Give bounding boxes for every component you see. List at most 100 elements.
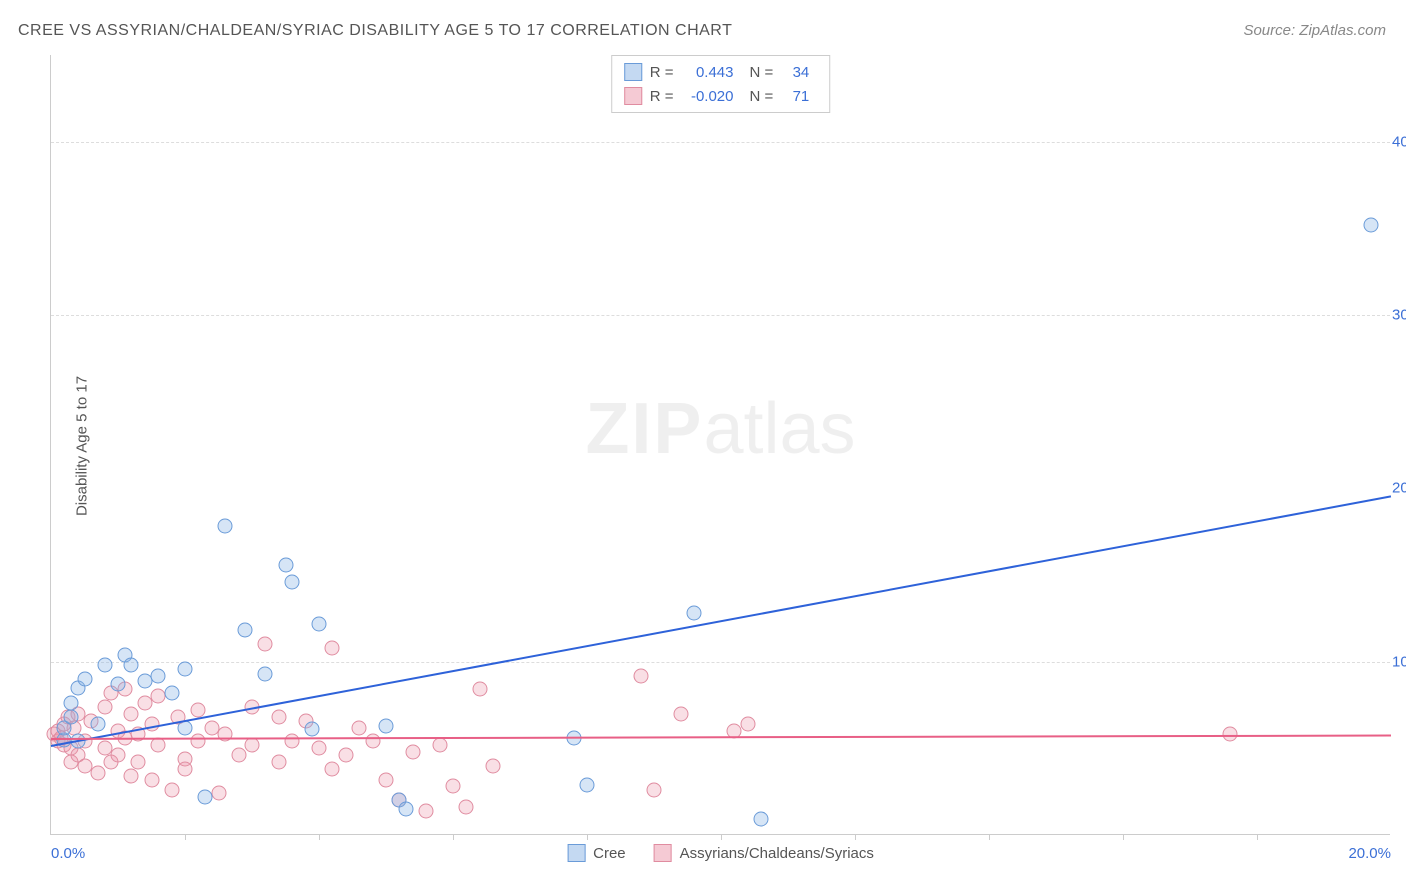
legend-swatch: [624, 87, 642, 105]
stat-n-value: 34: [781, 64, 809, 81]
x-tick-mark: [1123, 834, 1124, 840]
data-point-b: [164, 782, 179, 797]
data-point-b: [647, 782, 662, 797]
stat-row: R = 0.443 N = 34: [624, 60, 818, 84]
stat-r-value: 0.443: [682, 64, 734, 81]
legend-item: Assyrians/Chaldeans/Syriacs: [654, 844, 874, 862]
x-tick-mark: [1257, 834, 1258, 840]
data-point-b: [90, 765, 105, 780]
x-tick-mark: [587, 834, 588, 840]
data-point-a: [97, 658, 112, 673]
data-point-b: [191, 734, 206, 749]
data-point-a: [90, 717, 105, 732]
data-point-b: [271, 710, 286, 725]
y-tick-label: 10.0%: [1382, 653, 1406, 670]
legend-label: Assyrians/Chaldeans/Syriacs: [680, 845, 874, 862]
data-point-b: [178, 762, 193, 777]
data-point-b: [325, 762, 340, 777]
data-point-a: [238, 623, 253, 638]
data-point-b: [285, 734, 300, 749]
data-point-b: [673, 706, 688, 721]
data-point-b: [379, 772, 394, 787]
y-tick-label: 40.0%: [1382, 133, 1406, 150]
data-point-b: [338, 748, 353, 763]
legend-label: Cree: [593, 845, 626, 862]
data-point-b: [352, 720, 367, 735]
data-point-a: [164, 685, 179, 700]
series-legend: Cree Assyrians/Chaldeans/Syriacs: [567, 844, 874, 862]
data-point-b: [432, 737, 447, 752]
trendline-a: [51, 495, 1391, 747]
x-tick-mark: [855, 834, 856, 840]
data-point-a: [580, 777, 595, 792]
data-point-a: [151, 668, 166, 683]
x-tick-mark: [721, 834, 722, 840]
data-point-a: [1363, 217, 1378, 232]
stat-r-label: R =: [650, 88, 674, 105]
data-point-b: [486, 758, 501, 773]
data-point-b: [472, 682, 487, 697]
data-point-a: [64, 710, 79, 725]
legend-item: Cree: [567, 844, 626, 862]
data-point-a: [312, 616, 327, 631]
data-point-b: [419, 803, 434, 818]
legend-swatch: [567, 844, 585, 862]
stat-row: R = -0.020 N = 71: [624, 84, 818, 108]
data-point-b: [271, 755, 286, 770]
data-point-b: [231, 748, 246, 763]
data-point-a: [258, 666, 273, 681]
plot-area: ZIPatlas R =0.443N =34R =-0.020N =71 Cre…: [50, 55, 1390, 835]
data-point-a: [285, 574, 300, 589]
x-tick-label: 0.0%: [51, 845, 85, 862]
data-point-b: [124, 769, 139, 784]
chart-title: CREE VS ASSYRIAN/CHALDEAN/SYRIAC DISABIL…: [18, 22, 732, 40]
data-point-b: [446, 779, 461, 794]
x-tick-mark: [453, 834, 454, 840]
y-tick-label: 30.0%: [1382, 307, 1406, 324]
data-point-a: [124, 658, 139, 673]
stats-legend: R = 0.443 N = 34 R = -0.020 N = 71: [611, 55, 831, 113]
data-point-b: [258, 637, 273, 652]
legend-swatch: [654, 844, 672, 862]
data-point-a: [64, 696, 79, 711]
gridline-h: [51, 142, 1390, 143]
data-point-a: [379, 718, 394, 733]
gridline-h: [51, 315, 1390, 316]
stat-r-label: R =: [650, 64, 674, 81]
data-point-b: [459, 800, 474, 815]
gridline-h: [51, 662, 1390, 663]
y-tick-label: 20.0%: [1382, 480, 1406, 497]
data-point-b: [740, 717, 755, 732]
data-point-a: [305, 722, 320, 737]
data-point-a: [218, 519, 233, 534]
x-tick-mark: [319, 834, 320, 840]
data-point-b: [131, 755, 146, 770]
data-point-b: [124, 706, 139, 721]
data-point-b: [97, 699, 112, 714]
data-point-b: [111, 748, 126, 763]
data-point-a: [278, 557, 293, 572]
trendline-b: [51, 734, 1391, 740]
data-point-b: [312, 741, 327, 756]
data-point-b: [405, 744, 420, 759]
stat-r-value: -0.020: [682, 88, 734, 105]
x-tick-mark: [185, 834, 186, 840]
data-point-a: [77, 672, 92, 687]
stat-n-value: 71: [781, 88, 809, 105]
data-point-a: [198, 789, 213, 804]
data-point-b: [365, 734, 380, 749]
data-point-b: [211, 786, 226, 801]
legend-swatch: [624, 63, 642, 81]
x-tick-mark: [989, 834, 990, 840]
source-attribution: Source: ZipAtlas.com: [1243, 22, 1386, 39]
data-point-a: [399, 802, 414, 817]
x-tick-label: 20.0%: [1348, 845, 1391, 862]
watermark: ZIPatlas: [585, 388, 855, 470]
stat-n-label: N =: [750, 64, 774, 81]
data-point-b: [633, 668, 648, 683]
data-point-a: [754, 812, 769, 827]
stat-n-label: N =: [750, 88, 774, 105]
data-point-a: [111, 677, 126, 692]
data-point-a: [178, 661, 193, 676]
data-point-a: [687, 606, 702, 621]
